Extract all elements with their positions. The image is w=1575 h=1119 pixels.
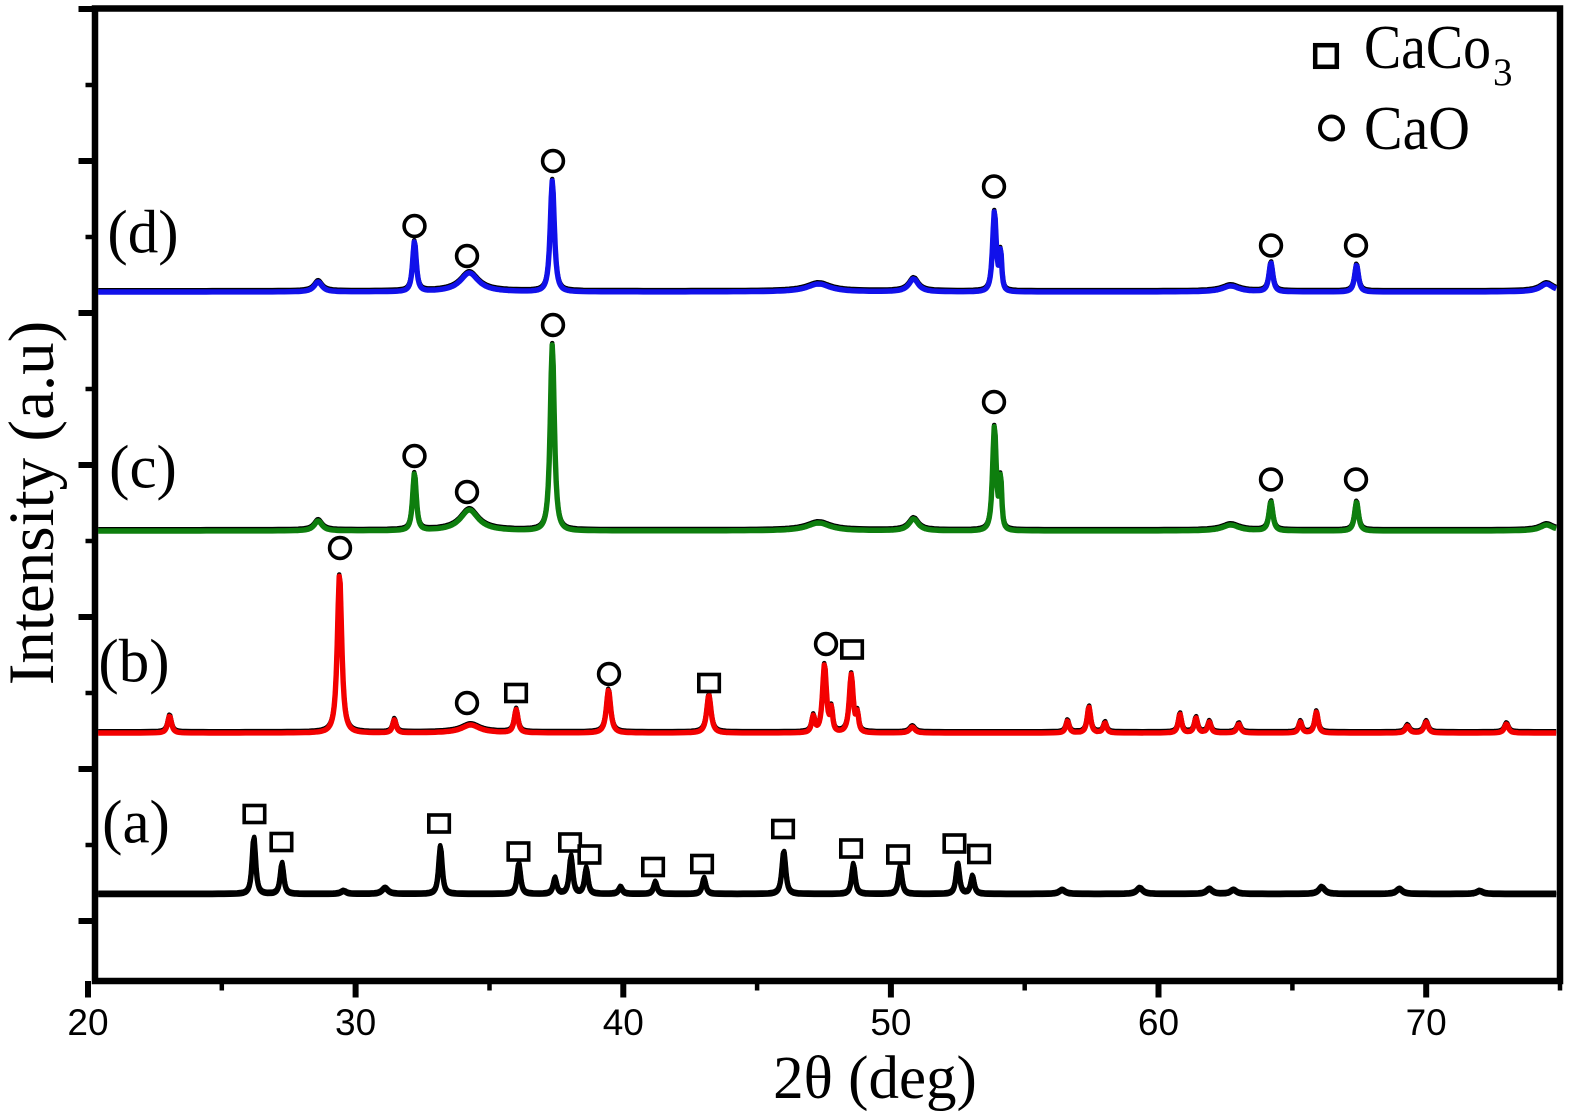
svg-text:Intensity (a.u): Intensity (a.u) [0,321,68,686]
svg-text:40: 40 [603,1002,644,1043]
svg-text:30: 30 [335,1002,376,1043]
svg-text:20: 20 [67,1002,108,1043]
svg-text:60: 60 [1138,1002,1179,1043]
svg-text:(c): (c) [109,435,177,502]
svg-text:70: 70 [1406,1002,1447,1043]
svg-text:(b): (b) [98,629,169,696]
svg-text:50: 50 [870,1002,911,1043]
svg-text:(d): (d) [107,200,178,267]
svg-text:3: 3 [1493,51,1513,94]
svg-text:CaO: CaO [1364,95,1470,163]
svg-text:(a): (a) [102,790,170,857]
svg-text:2θ (deg): 2θ (deg) [773,1045,977,1112]
svg-text:CaCo: CaCo [1364,14,1491,82]
